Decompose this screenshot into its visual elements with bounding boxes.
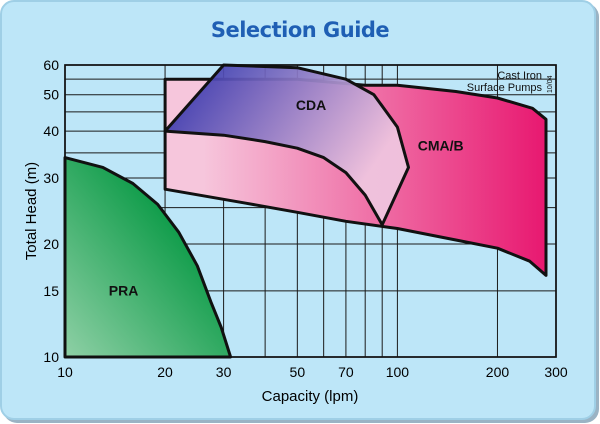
x-axis-label: Capacity (lpm) — [262, 388, 359, 405]
y-tick-labels: 10 15 20 30 40 50 60 — [43, 57, 59, 365]
region-cda — [163, 63, 410, 227]
chart-title: Selection Guide — [210, 18, 390, 42]
region-label-cda: CDA — [296, 97, 326, 113]
y-tick-label: 60 — [43, 57, 59, 73]
x-tick-label: 30 — [216, 364, 232, 380]
region-label-pra: PRA — [109, 282, 139, 298]
x-tick-labels: 10 20 30 50 70 100 200 300 — [57, 364, 568, 380]
x-tick-label: 10 — [57, 364, 73, 380]
y-tick-label: 50 — [43, 87, 59, 103]
x-tick-label: 300 — [544, 364, 568, 380]
plot-frame — [64, 64, 557, 358]
y-tick-label: 40 — [43, 123, 59, 139]
region-label-cma-b: CMA/B — [418, 138, 464, 154]
region-pra — [63, 156, 233, 359]
y-tick-label: 15 — [43, 283, 59, 299]
y-axis-label: Total Head (m) — [23, 162, 40, 260]
x-tick-label: 200 — [486, 364, 510, 380]
x-tick-label: 100 — [386, 364, 410, 380]
x-tick-label: 20 — [157, 364, 173, 380]
date-code: 10/04 — [547, 75, 554, 93]
x-tick-label: 50 — [290, 364, 306, 380]
region-labels: PRA CMA/B CDA — [109, 97, 464, 298]
annotation-line-2: Surface Pumps — [467, 82, 543, 94]
regions — [63, 63, 548, 359]
y-tick-label: 10 — [43, 349, 59, 365]
y-tick-label: 20 — [43, 236, 59, 252]
y-tick-label: 30 — [43, 170, 59, 186]
annotation-line-1: Cast Iron — [497, 70, 542, 82]
x-tick-label: 70 — [338, 364, 354, 380]
